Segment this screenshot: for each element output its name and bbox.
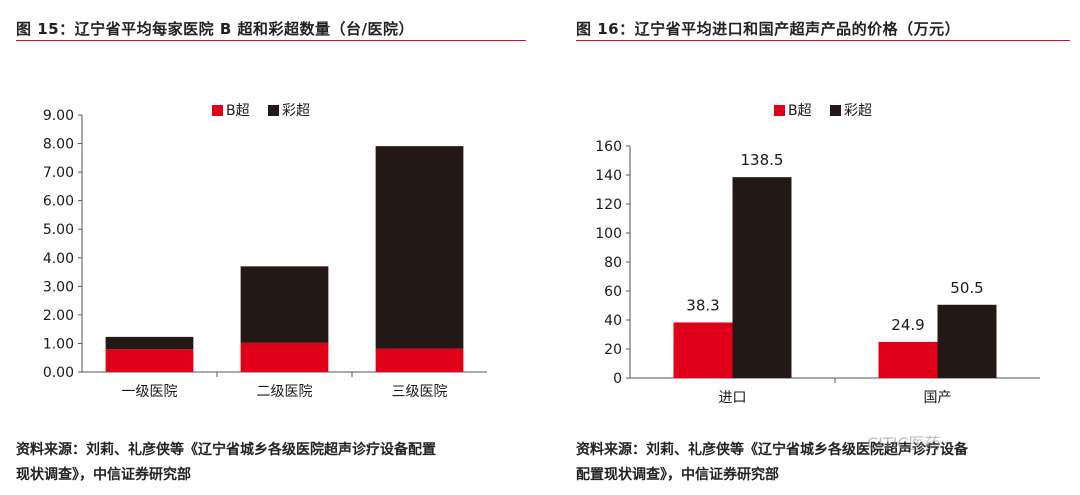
- bar-color-doppler: [937, 304, 997, 378]
- legend-label: 彩超: [282, 103, 310, 119]
- bar-b-ultrasound: [878, 341, 938, 378]
- legend-swatch: [268, 105, 279, 116]
- legend-label: B超: [226, 103, 250, 119]
- source-line: 资料来源：刘莉、礼彦侠等《辽宁省城乡各级医院超声诊疗设备: [576, 442, 968, 458]
- y-tick-label: 9.00: [43, 108, 74, 124]
- title-rule: [16, 40, 526, 41]
- grouped-bar-chart: B超 彩超 0 20 40 60 80 100 120 140 160 进口 国产 38.3 138.5 24…: [595, 103, 1040, 406]
- y-tick-label: 160: [595, 139, 622, 155]
- bar-b-ultrasound: [673, 322, 733, 378]
- y-tick-label: 60: [604, 284, 622, 300]
- bar-color-doppler: [732, 177, 792, 378]
- figure-title: 图 16：辽宁省平均进口和国产超声产品的价格（万元）: [576, 20, 961, 38]
- bar-b-ultrasound: [105, 349, 194, 372]
- source-note: 资料来源：刘莉、礼彦侠等《辽宁省城乡各级医院超声诊疗设备 配置现状调查》，中信证…: [576, 438, 968, 488]
- y-tick-label: 80: [604, 255, 622, 271]
- bar-b-ultrasound: [240, 342, 329, 372]
- legend-swatch: [212, 105, 223, 116]
- bar-color-doppler: [375, 146, 464, 349]
- y-tick-label: 4.00: [43, 251, 74, 267]
- y-tick-label: 7.00: [43, 165, 74, 181]
- legend-label: B超: [788, 103, 812, 119]
- x-tick-label: 进口: [719, 390, 747, 406]
- watermark: CITIC医药: [867, 434, 941, 453]
- stacked-bar-chart: B超 彩超 0.00 1.00 2.00 3.00 4.00 5.00 6.00 7.00 8.00…: [43, 103, 487, 400]
- x-tick-label: 一级医院: [122, 384, 178, 400]
- y-tick-label: 2.00: [43, 308, 74, 324]
- y-tick-label: 8.00: [43, 137, 74, 153]
- y-tick-label: 40: [604, 313, 622, 329]
- figure-15: 图 15：辽宁省平均每家医院 B 超和彩超数量（台/医院） B超 彩超 0.00 1.…: [16, 20, 526, 488]
- y-tick-label: 140: [595, 168, 622, 184]
- source-line: 资料来源：刘莉、礼彦侠等《辽宁省城乡各级医院超声诊疗设备配置: [16, 442, 436, 458]
- x-tick-label: 二级医院: [257, 384, 313, 400]
- data-label: 50.5: [950, 279, 983, 297]
- data-label: 138.5: [741, 151, 784, 169]
- y-tick-label: 100: [595, 226, 622, 242]
- y-tick-label: 0.00: [43, 365, 74, 381]
- y-tick-label: 5.00: [43, 222, 74, 238]
- bar-color-doppler: [105, 336, 194, 350]
- x-tick-label: 国产: [924, 390, 952, 406]
- figure-16: 图 16：辽宁省平均进口和国产超声产品的价格（万元） B超 彩超 0 20 40 60 80…: [540, 0, 1080, 495]
- source-note: 资料来源：刘莉、礼彦侠等《辽宁省城乡各级医院超声诊疗设备配置 现状调查》，中信证…: [16, 438, 436, 488]
- y-tick-label: 3.00: [43, 279, 74, 295]
- legend-label: 彩超: [844, 103, 872, 119]
- legend-swatch: [774, 105, 785, 116]
- source-line: 配置现状调查》，中信证券研究部: [576, 467, 779, 483]
- title-rule: [576, 40, 1070, 41]
- data-label: 24.9: [891, 316, 924, 334]
- bar-b-ultrasound: [375, 348, 464, 372]
- y-tick-label: 20: [604, 342, 622, 358]
- y-tick-label: 1.00: [43, 336, 74, 352]
- y-tick-label: 6.00: [43, 194, 74, 210]
- figure-title: 图 15：辽宁省平均每家医院 B 超和彩超数量（台/医院）: [16, 20, 414, 38]
- source-line: 现状调查》，中信证券研究部: [16, 467, 191, 483]
- legend-swatch: [830, 105, 841, 116]
- y-tick-label: 0: [613, 371, 622, 387]
- data-label: 38.3: [686, 296, 719, 314]
- y-tick-label: 120: [595, 197, 622, 213]
- bar-color-doppler: [240, 266, 329, 343]
- x-tick-label: 三级医院: [392, 384, 448, 400]
